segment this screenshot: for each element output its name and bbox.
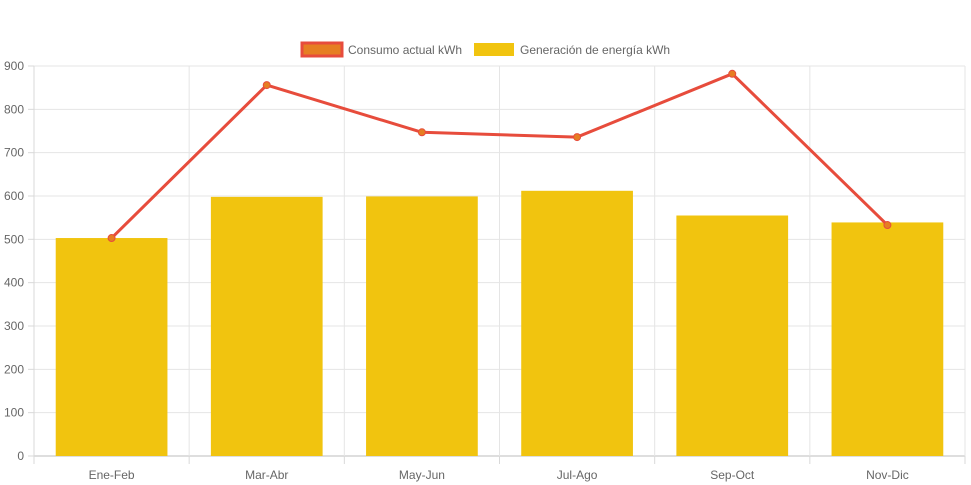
x-tick-label: Mar-Abr <box>245 468 288 482</box>
legend-swatch-consumo[interactable] <box>300 41 344 58</box>
legend-swatch-generacion[interactable] <box>474 43 514 56</box>
x-tick-label: Sep-Oct <box>710 468 755 482</box>
bar-generacion[interactable] <box>366 196 478 456</box>
bar-generacion[interactable] <box>676 215 789 457</box>
x-tick-label: Nov-Dic <box>866 468 909 482</box>
x-tick-label: May-Jun <box>399 468 445 482</box>
y-tick-label: 0 <box>17 449 24 463</box>
bar-generacion[interactable] <box>521 190 633 457</box>
point-consumo[interactable] <box>883 221 892 230</box>
legend: Consumo actual kWh Generación de energía… <box>300 41 670 58</box>
x-tick-label: Jul-Ago <box>557 468 598 482</box>
x-tick-label: Ene-Feb <box>89 468 135 482</box>
y-tick-label: 700 <box>4 146 24 160</box>
y-tick-label: 200 <box>4 362 24 376</box>
bar-generacion[interactable] <box>831 222 944 456</box>
point-consumo[interactable] <box>262 81 271 90</box>
axes: 0 100 200 300 400 500 600 700 800 900 Ene-Feb Mar-A… <box>4 59 966 482</box>
bar-series <box>55 190 944 457</box>
y-tick-label: 900 <box>4 59 24 73</box>
point-consumo[interactable] <box>107 234 116 243</box>
bar-generacion[interactable] <box>210 196 323 456</box>
legend-label-generacion[interactable]: Generación de energía kWh <box>520 43 670 57</box>
y-tick-label: 100 <box>4 406 24 420</box>
y-tick-label: 800 <box>4 102 24 116</box>
y-tick-label: 500 <box>4 232 24 246</box>
y-tick-label: 600 <box>4 189 24 203</box>
point-consumo[interactable] <box>417 128 426 137</box>
y-tick-label: 400 <box>4 276 24 290</box>
point-consumo[interactable] <box>573 133 582 142</box>
grid-lines <box>33 65 966 457</box>
line-consumo[interactable] <box>110 72 889 240</box>
bar-generacion[interactable] <box>55 238 168 456</box>
y-tick-label: 300 <box>4 319 24 333</box>
line-series <box>107 69 892 243</box>
point-consumo[interactable] <box>728 69 737 78</box>
legend-label-consumo[interactable]: Consumo actual kWh <box>348 43 462 57</box>
